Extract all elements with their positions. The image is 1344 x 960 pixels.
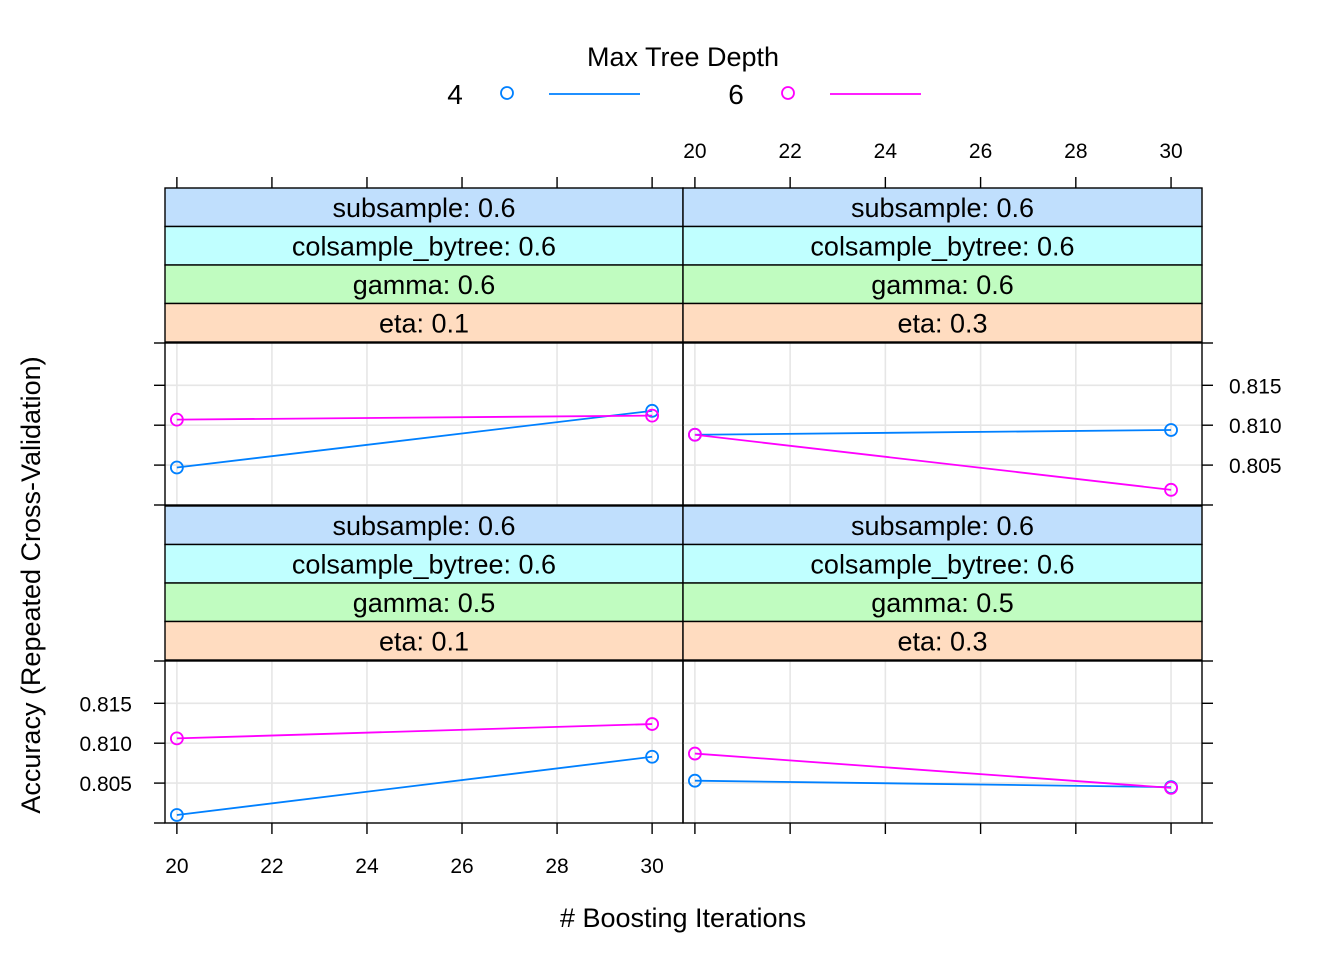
data-point-depth-4 — [688, 773, 702, 788]
strip-label: colsample_bytree: 0.6 — [292, 550, 556, 580]
legend-title: Max Tree Depth — [587, 42, 779, 72]
strip — [682, 225, 1203, 266]
legend-label: 6 — [728, 79, 744, 110]
y-tick-label-right: 0.805 — [1229, 455, 1282, 478]
y-axis-title: Accuracy (Repeated Cross-Validation) — [16, 356, 46, 813]
x-tick-label-top: 26 — [969, 140, 992, 163]
legend: Max Tree Depth 4 6 — [447, 42, 921, 110]
data-point-depth-6 — [1164, 482, 1178, 497]
strip-label: colsample_bytree: 0.6 — [292, 232, 556, 262]
series-line-depth-4 — [694, 779, 1172, 788]
panel-frame — [164, 342, 684, 506]
data-point-depth-4 — [1164, 423, 1178, 437]
series-line-depth-6 — [176, 723, 653, 740]
axes: 20 22 24 26 28 30 20 22 24 26 28 30 0.805 0.810 0.815 0… — [79, 140, 1281, 878]
legend-point-marker — [500, 86, 514, 100]
y-tick-label-right: 0.815 — [1229, 375, 1282, 398]
strip — [682, 543, 1203, 584]
panel: subsample: 0.6 colsample_bytree: 0.6 gamma… — [682, 187, 1203, 506]
x-tick-label-top: 20 — [683, 140, 706, 163]
panel: subsample: 0.6 colsample_bytree: 0.6 gamma… — [164, 187, 684, 506]
legend-label: 4 — [447, 79, 463, 110]
panel-frame — [682, 342, 1203, 506]
data-point-depth-6 — [169, 412, 184, 427]
series-line-depth-6 — [694, 752, 1172, 789]
data-point-depth-4 — [169, 808, 184, 822]
x-tick-label-bottom: 20 — [165, 855, 188, 878]
panel: subsample: 0.6 colsample_bytree: 0.6 gamma… — [682, 505, 1203, 824]
data-point-depth-4 — [645, 749, 660, 764]
series-line-depth-4 — [176, 755, 653, 816]
y-tick-label-left: 0.815 — [79, 693, 132, 716]
x-tick-label-top: 22 — [778, 140, 801, 163]
strip — [164, 302, 684, 343]
data-point-depth-4 — [169, 460, 184, 475]
data-point-depth-6 — [169, 731, 184, 746]
x-tick-label-bottom: 28 — [545, 855, 568, 878]
strip — [164, 225, 684, 266]
strip — [682, 302, 1203, 343]
strip — [164, 582, 684, 623]
strip — [164, 187, 684, 228]
x-tick-label-bottom: 22 — [260, 855, 283, 878]
x-tick-label-bottom: 30 — [640, 855, 663, 878]
y-tick-label-right: 0.810 — [1229, 415, 1282, 438]
data-point-depth-6 — [645, 717, 660, 731]
series-line-depth-6 — [694, 433, 1172, 491]
y-tick-label-left: 0.805 — [79, 773, 132, 796]
strip-label: colsample_bytree: 0.6 — [810, 550, 1074, 580]
strip-label: colsample_bytree: 0.6 — [810, 232, 1074, 262]
legend-point-marker — [781, 86, 795, 100]
data-point-depth-4 — [645, 403, 660, 418]
data-point-depth-6 — [1164, 780, 1178, 795]
strip-label: eta: 0.1 — [379, 309, 469, 339]
y-tick-label-left: 0.810 — [79, 733, 132, 756]
strip-label: subsample: 0.6 — [851, 511, 1034, 541]
x-tick-label-bottom: 26 — [450, 855, 473, 878]
x-tick-label-top: 30 — [1159, 140, 1182, 163]
strip — [164, 620, 684, 661]
strip — [682, 264, 1203, 305]
x-axis-title: # Boosting Iterations — [560, 903, 806, 933]
strip-label: eta: 0.3 — [897, 309, 987, 339]
panels: subsample: 0.6 colsample_bytree: 0.6 gamma… — [164, 187, 1203, 824]
strip — [164, 505, 684, 546]
strip — [682, 620, 1203, 661]
strip — [164, 543, 684, 584]
strip-label: gamma: 0.6 — [353, 270, 496, 300]
x-tick-label-top: 28 — [1064, 140, 1087, 163]
x-tick-label-top: 24 — [874, 140, 898, 163]
strip-label: subsample: 0.6 — [332, 193, 515, 223]
strip-label: gamma: 0.5 — [871, 588, 1014, 618]
series-line-depth-4 — [694, 429, 1172, 436]
data-point-depth-6 — [688, 427, 702, 442]
data-point-depth-6 — [688, 746, 702, 761]
strip — [682, 187, 1203, 228]
strip-label: eta: 0.1 — [379, 627, 469, 657]
strip-label: subsample: 0.6 — [332, 511, 515, 541]
data-point-depth-6 — [645, 408, 660, 423]
panel: subsample: 0.6 colsample_bytree: 0.6 gamma… — [164, 505, 684, 824]
series-line-depth-4 — [176, 409, 653, 469]
strip — [164, 264, 684, 305]
panel-frame — [682, 660, 1203, 824]
x-tick-label-bottom: 24 — [355, 855, 379, 878]
strip-label: subsample: 0.6 — [851, 193, 1034, 223]
strip-label: gamma: 0.5 — [353, 588, 496, 618]
strip-label: eta: 0.3 — [897, 627, 987, 657]
strip-label: gamma: 0.6 — [871, 270, 1014, 300]
panel-frame — [164, 660, 684, 824]
series-line-depth-6 — [176, 414, 653, 421]
